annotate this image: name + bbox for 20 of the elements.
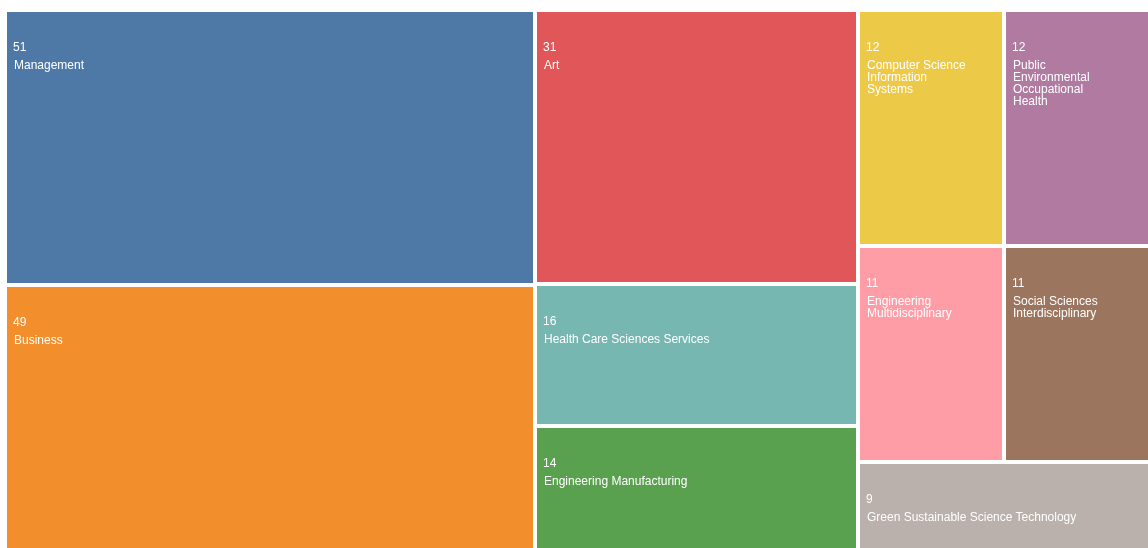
data-label: 12 — [1012, 40, 1026, 54]
category-label: Computer Science Information Systems — [867, 58, 967, 96]
data-label: 12 — [866, 40, 880, 54]
category-label: Green Sustainable Science Technology — [867, 510, 1077, 524]
category-label: Engineering Manufacturing — [544, 474, 688, 488]
data-label: 31 — [543, 40, 557, 54]
category-label: Public Environmental Occupational Health — [1013, 58, 1090, 108]
data-label: 49 — [13, 315, 27, 329]
data-label: 9 — [866, 492, 873, 506]
data-label: 11 — [1012, 276, 1025, 290]
category-label: Art — [544, 58, 560, 72]
category-label: Engineering Multidisciplinary — [867, 294, 952, 320]
category-label: Social Sciences Interdisciplinary — [1013, 294, 1098, 320]
data-label: 16 — [543, 314, 557, 328]
data-label: 51 — [13, 40, 27, 54]
category-label: Business — [14, 333, 63, 347]
data-label: 11 — [866, 276, 879, 290]
category-label: Health Care Sciences Services — [544, 332, 710, 346]
data-label: 14 — [543, 456, 557, 470]
category-label: Management — [14, 58, 85, 72]
